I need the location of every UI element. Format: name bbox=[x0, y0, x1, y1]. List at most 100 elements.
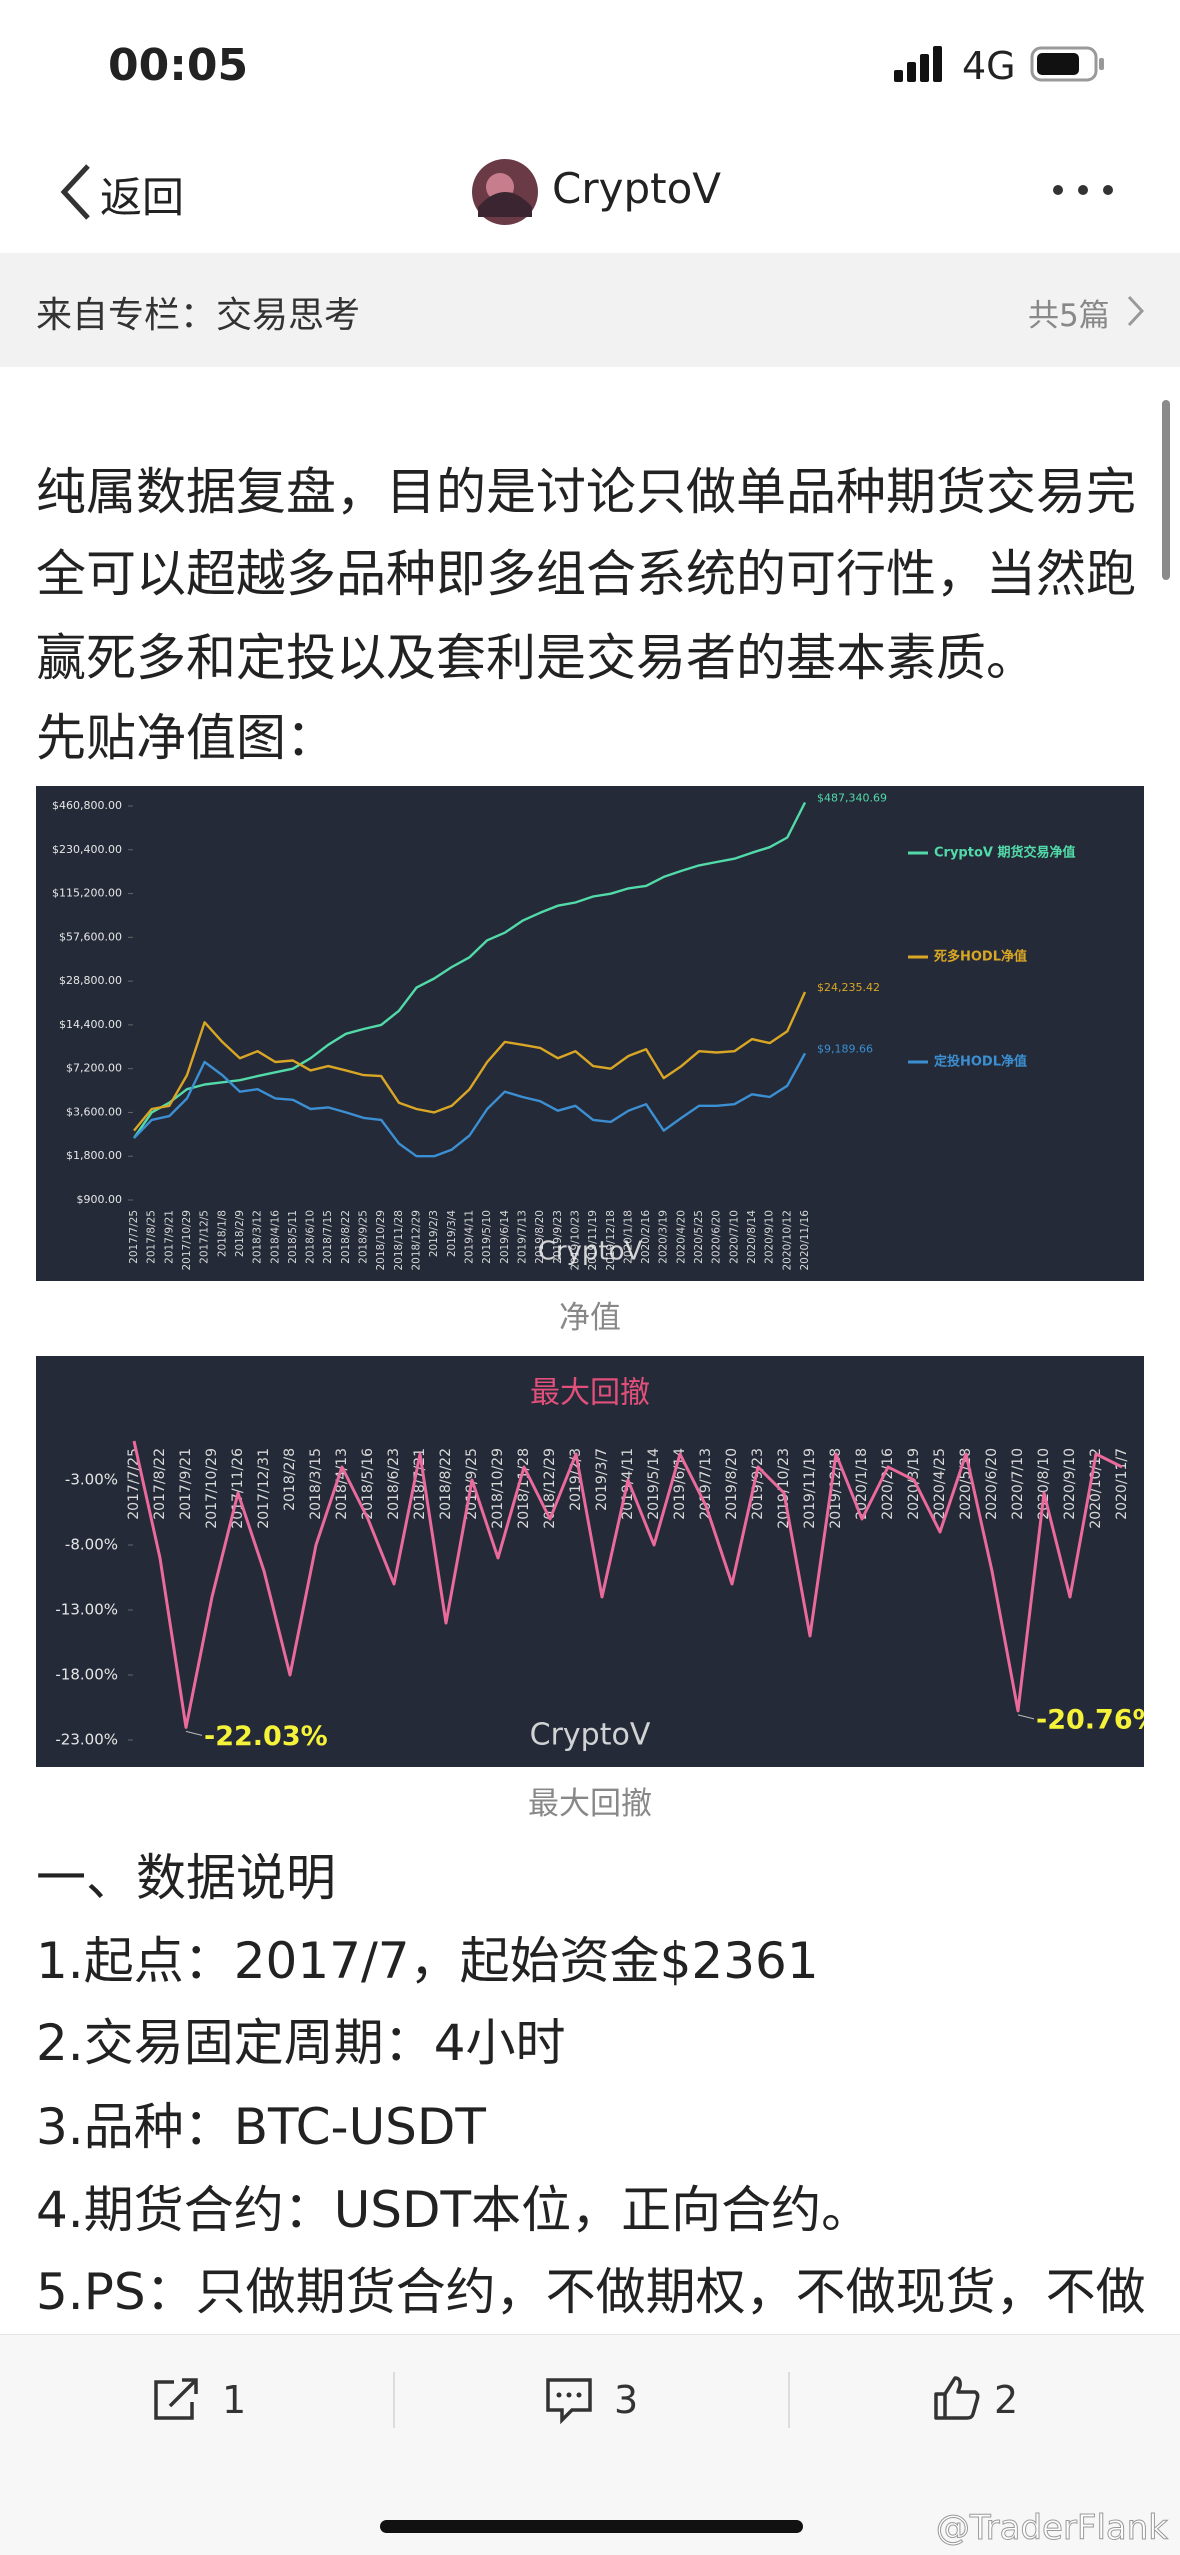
paragraph-line: 全可以超越多品种即多组合系统的可行性，当然跑 bbox=[36, 545, 1136, 603]
more-icon[interactable] bbox=[1050, 180, 1116, 200]
x-tick-label: 2017/12/5 bbox=[199, 1210, 211, 1264]
x-tick-label: 2020/3/19 bbox=[906, 1448, 922, 1520]
x-tick-label: 2019/5/10 bbox=[481, 1210, 493, 1264]
x-tick-label: 2020/4/25 bbox=[932, 1448, 948, 1520]
chart-watermark: CryptoV bbox=[530, 1718, 651, 1753]
y-tick-label: $900.00 bbox=[77, 1193, 123, 1206]
y-tick-label: -13.00% bbox=[55, 1601, 118, 1619]
x-tick-label: 2020/9/10 bbox=[764, 1210, 776, 1264]
paragraph-line: 赢死多和定投以及套利是交易者的基本素质。 bbox=[36, 629, 1036, 687]
bottom-bar bbox=[0, 2334, 1180, 2555]
x-tick-label: 2018/2/9 bbox=[234, 1210, 246, 1257]
x-tick-label: 2018/2/8 bbox=[282, 1448, 298, 1511]
y-tick-label: $57,600.00 bbox=[59, 930, 122, 943]
battery-icon bbox=[1030, 46, 1104, 82]
chart-title: 最大回撤 bbox=[530, 1376, 650, 1411]
x-tick-label: 2019/3/4 bbox=[446, 1210, 458, 1257]
y-tick-label: -18.00% bbox=[55, 1666, 118, 1684]
x-tick-label: 2017/9/21 bbox=[163, 1210, 175, 1264]
x-tick-label: 2019/10/23 bbox=[569, 1210, 581, 1271]
x-tick-label: 2020/2/16 bbox=[880, 1448, 896, 1520]
column-label[interactable]: 来自专栏：交易思考 bbox=[36, 295, 361, 336]
scrollbar bbox=[1162, 400, 1170, 580]
share-icon[interactable] bbox=[152, 2376, 202, 2422]
y-tick-label: $460,800.00 bbox=[52, 799, 122, 812]
watermark: @TraderFlank bbox=[935, 2508, 1168, 2549]
avatar[interactable] bbox=[470, 157, 540, 227]
network: 4G bbox=[962, 44, 1016, 88]
x-tick-label: 2019/7/13 bbox=[698, 1448, 714, 1520]
signal-icon bbox=[894, 46, 942, 82]
y-tick-label: $1,800.00 bbox=[66, 1149, 122, 1162]
series-line bbox=[133, 991, 807, 1132]
x-tick-label: 2020/5/25 bbox=[693, 1210, 705, 1264]
y-tick-label: -23.00% bbox=[55, 1731, 118, 1749]
back-icon[interactable] bbox=[58, 162, 94, 222]
list-item: 5.PS：只做期货合约，不做期权，不做现货，不做 bbox=[36, 2263, 1146, 2321]
list-item: 4.期货合约：USDT本位，正向合约。 bbox=[36, 2181, 872, 2239]
x-tick-label: 2019/5/14 bbox=[646, 1448, 662, 1520]
value-label: $24,235.42 bbox=[817, 981, 880, 994]
like-count[interactable]: 2 bbox=[994, 2378, 1019, 2422]
x-tick-label: 2020/6/20 bbox=[984, 1448, 1000, 1520]
x-tick-label: 2018/4/13 bbox=[334, 1448, 350, 1520]
x-tick-label: 2019/3/7 bbox=[594, 1448, 610, 1511]
x-tick-label: 2019/8/20 bbox=[534, 1210, 546, 1264]
x-tick-label: 2020/10/12 bbox=[781, 1210, 793, 1271]
x-tick-label: 2018/1/8 bbox=[216, 1210, 228, 1257]
x-tick-label: 2020/11/7 bbox=[1114, 1448, 1130, 1520]
caption: 净值 bbox=[559, 1300, 621, 1336]
subheading: 先贴净值图： bbox=[36, 709, 336, 767]
x-tick-label: 2018/3/15 bbox=[308, 1448, 324, 1520]
value-label: $487,340.69 bbox=[817, 791, 887, 804]
x-tick-label: 2020/2/16 bbox=[640, 1210, 652, 1264]
x-tick-label: 2019/11/19 bbox=[802, 1448, 818, 1529]
x-tick-label: 2019/12/18 bbox=[828, 1448, 844, 1529]
x-tick-label: 2019/2/3 bbox=[428, 1210, 440, 1257]
x-tick-label: 2020/6/20 bbox=[711, 1210, 723, 1264]
home-indicator bbox=[380, 2520, 803, 2533]
x-tick-label: 2019/7/13 bbox=[516, 1210, 528, 1264]
y-tick-label: $14,400.00 bbox=[59, 1018, 122, 1031]
comment-count[interactable]: 3 bbox=[614, 2378, 639, 2422]
legend-label: 定投HODL净值 bbox=[933, 1054, 1027, 1070]
x-tick-label: 2018/10/29 bbox=[490, 1448, 506, 1529]
x-tick-label: 2017/7/25 bbox=[126, 1448, 142, 1520]
legend-label: CryptoV 期货交易净值 bbox=[934, 845, 1075, 861]
column-count[interactable]: 共5篇 bbox=[1028, 298, 1110, 334]
x-tick-label: 2020/8/14 bbox=[746, 1210, 758, 1264]
comment-icon[interactable] bbox=[544, 2376, 594, 2424]
y-tick-label: $28,800.00 bbox=[59, 974, 122, 987]
y-tick-label: $7,200.00 bbox=[66, 1062, 122, 1075]
list-item: 1.起点：2017/7，起始资金$2361 bbox=[36, 1932, 819, 1990]
series-line bbox=[133, 801, 807, 1139]
list-item: 3.品种：BTC-USDT bbox=[36, 2098, 486, 2156]
like-icon[interactable] bbox=[932, 2374, 982, 2422]
x-tick-label: 2020/1/18 bbox=[854, 1448, 870, 1520]
drawdown-chart: 最大回撤 -3.00% -8.00% -13.00% -18.00% -23.00% 201… bbox=[36, 1356, 1144, 1767]
series-line bbox=[133, 1052, 807, 1158]
x-tick-label: 2020/11/16 bbox=[799, 1210, 811, 1271]
x-tick-label: 2018/12/29 bbox=[411, 1210, 423, 1271]
share-count[interactable]: 1 bbox=[222, 2378, 247, 2422]
column-bar[interactable] bbox=[0, 253, 1180, 367]
x-tick-label: 2019/9/23 bbox=[750, 1448, 766, 1520]
x-tick-label: 2018/11/28 bbox=[393, 1210, 405, 1271]
divider bbox=[393, 2372, 395, 2428]
nav-title[interactable]: CryptoV bbox=[552, 164, 722, 213]
x-tick-label: 2018/7/21 bbox=[412, 1448, 428, 1520]
net-value-chart: $900.00 $1,800.00 $3,600.00 $7,200.00 $14,40… bbox=[36, 786, 1144, 1281]
back-button[interactable]: 返回 bbox=[100, 173, 185, 222]
x-tick-label: 2018/7/15 bbox=[322, 1210, 334, 1264]
y-tick-label: $3,600.00 bbox=[66, 1105, 122, 1118]
chevron-icon bbox=[1127, 295, 1145, 327]
leader-line bbox=[1017, 1714, 1035, 1720]
x-tick-label: 2020/7/10 bbox=[1010, 1448, 1026, 1520]
x-tick-label: 2018/5/16 bbox=[360, 1448, 376, 1520]
divider bbox=[788, 2372, 790, 2428]
x-tick-label: 2018/9/25 bbox=[358, 1210, 370, 1264]
x-tick-label: 2020/1/18 bbox=[622, 1210, 634, 1264]
x-tick-label: 2018/3/12 bbox=[252, 1210, 264, 1264]
x-tick-label: 2018/8/22 bbox=[438, 1448, 454, 1520]
x-tick-label: 2018/6/10 bbox=[305, 1210, 317, 1264]
